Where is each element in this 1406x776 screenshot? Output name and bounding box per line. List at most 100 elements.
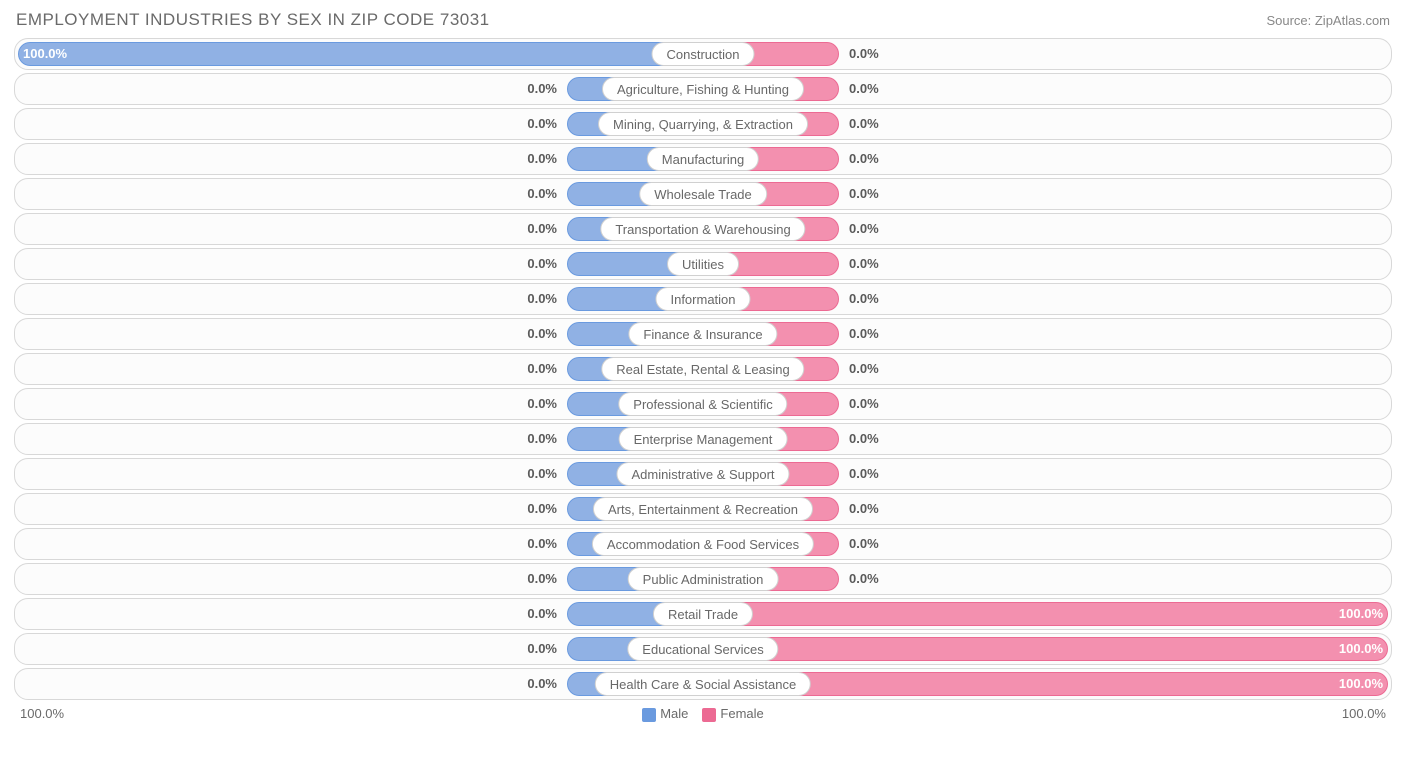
female-half: 0.0% xyxy=(703,424,1391,454)
female-value: 0.0% xyxy=(849,389,879,419)
female-value: 0.0% xyxy=(849,214,879,244)
category-label: Real Estate, Rental & Leasing xyxy=(601,357,804,381)
male-half: 0.0% xyxy=(15,249,703,279)
axis-label-right: 100.0% xyxy=(1342,706,1386,721)
male-value: 0.0% xyxy=(527,249,557,279)
female-value: 0.0% xyxy=(849,284,879,314)
female-value: 0.0% xyxy=(849,319,879,349)
category-label: Finance & Insurance xyxy=(628,322,777,346)
female-value: 0.0% xyxy=(849,424,879,454)
male-half: 0.0% xyxy=(15,599,703,629)
female-half: 0.0% xyxy=(703,144,1391,174)
chart-title: EMPLOYMENT INDUSTRIES BY SEX IN ZIP CODE… xyxy=(16,10,490,30)
male-value: 0.0% xyxy=(527,214,557,244)
chart-row: 0.0% 0.0% Mining, Quarrying, & Extraction xyxy=(14,108,1392,140)
category-label: Wholesale Trade xyxy=(639,182,767,206)
chart-header: EMPLOYMENT INDUSTRIES BY SEX IN ZIP CODE… xyxy=(14,10,1392,38)
female-half: 0.0% xyxy=(703,319,1391,349)
female-bar xyxy=(703,637,1388,661)
female-value: 0.0% xyxy=(849,529,879,559)
chart-row: 0.0%0.0%Administrative & Support xyxy=(14,458,1392,490)
category-label: Arts, Entertainment & Recreation xyxy=(593,497,813,521)
category-label: Information xyxy=(655,287,750,311)
chart-row: 0.0% 100.0% Educational Services xyxy=(14,633,1392,665)
male-half: 0.0% xyxy=(15,179,703,209)
female-value: 0.0% xyxy=(849,39,879,69)
female-value: 0.0% xyxy=(849,354,879,384)
female-value: 0.0% xyxy=(849,564,879,594)
axis-label-left: 100.0% xyxy=(20,706,64,721)
male-value: 0.0% xyxy=(527,389,557,419)
female-value: 0.0% xyxy=(849,109,879,139)
female-bar xyxy=(703,602,1388,626)
female-half: 0.0% xyxy=(703,249,1391,279)
chart-row: 0.0% 0.0% Public Administration xyxy=(14,563,1392,595)
male-value: 0.0% xyxy=(527,459,557,489)
male-value: 100.0% xyxy=(23,39,67,69)
legend-male: Male xyxy=(642,706,688,722)
female-half: 0.0% xyxy=(703,459,1391,489)
category-label: Administrative & Support xyxy=(616,462,789,486)
male-half: 0.0% xyxy=(15,74,703,104)
male-value: 0.0% xyxy=(527,354,557,384)
legend: Male Female xyxy=(642,706,764,722)
category-label: Retail Trade xyxy=(653,602,753,626)
male-value: 0.0% xyxy=(527,319,557,349)
female-half: 0.0% xyxy=(703,389,1391,419)
category-label: Educational Services xyxy=(627,637,778,661)
chart-row: 0.0%0.0%Manufacturing xyxy=(14,143,1392,175)
category-label: Professional & Scientific xyxy=(618,392,787,416)
female-value: 100.0% xyxy=(1339,669,1383,699)
male-half: 0.0% xyxy=(15,634,703,664)
male-value: 0.0% xyxy=(527,669,557,699)
male-half: 0.0% xyxy=(15,319,703,349)
male-value: 0.0% xyxy=(527,74,557,104)
chart-row: 0.0%0.0%Enterprise Management xyxy=(14,423,1392,455)
female-value: 100.0% xyxy=(1339,634,1383,664)
category-label: Construction xyxy=(652,42,755,66)
male-bar xyxy=(18,42,703,66)
category-label: Mining, Quarrying, & Extraction xyxy=(598,112,808,136)
chart-row: 100.0% 0.0% Construction xyxy=(14,38,1392,70)
category-label: Manufacturing xyxy=(647,147,759,171)
male-swatch xyxy=(642,708,656,722)
category-label: Utilities xyxy=(667,252,739,276)
male-half: 0.0% xyxy=(15,389,703,419)
female-value: 0.0% xyxy=(849,74,879,104)
male-half: 100.0% xyxy=(15,39,703,69)
male-value: 0.0% xyxy=(527,529,557,559)
female-swatch xyxy=(702,708,716,722)
category-label: Public Administration xyxy=(628,567,779,591)
male-half: 0.0% xyxy=(15,564,703,594)
chart-row: 0.0% 0.0% Finance & Insurance xyxy=(14,318,1392,350)
male-half: 0.0% xyxy=(15,459,703,489)
chart-row: 0.0% 0.0% Information xyxy=(14,283,1392,315)
female-half: 100.0% xyxy=(703,634,1391,664)
female-half: 0.0% xyxy=(703,354,1391,384)
male-value: 0.0% xyxy=(527,599,557,629)
female-half: 0.0% xyxy=(703,39,1391,69)
female-half: 100.0% xyxy=(703,599,1391,629)
male-value: 0.0% xyxy=(527,494,557,524)
chart-row: 0.0% 0.0% Arts, Entertainment & Recreation xyxy=(14,493,1392,525)
female-half: 0.0% xyxy=(703,214,1391,244)
male-value: 0.0% xyxy=(527,564,557,594)
female-half: 0.0% xyxy=(703,564,1391,594)
category-label: Transportation & Warehousing xyxy=(600,217,805,241)
chart-row: 0.0%100.0%Health Care & Social Assistanc… xyxy=(14,668,1392,700)
legend-female: Female xyxy=(702,706,763,722)
male-value: 0.0% xyxy=(527,284,557,314)
female-value: 0.0% xyxy=(849,494,879,524)
male-half: 0.0% xyxy=(15,424,703,454)
female-value: 0.0% xyxy=(849,179,879,209)
chart-row: 0.0%0.0%Accommodation & Food Services xyxy=(14,528,1392,560)
category-label: Agriculture, Fishing & Hunting xyxy=(602,77,804,101)
chart-row: 0.0% 0.0% Real Estate, Rental & Leasing xyxy=(14,353,1392,385)
male-value: 0.0% xyxy=(527,109,557,139)
chart-source: Source: ZipAtlas.com xyxy=(1266,13,1390,28)
chart-row: 0.0%0.0%Wholesale Trade xyxy=(14,178,1392,210)
female-half: 0.0% xyxy=(703,284,1391,314)
male-half: 0.0% xyxy=(15,354,703,384)
male-value: 0.0% xyxy=(527,144,557,174)
male-half: 0.0% xyxy=(15,144,703,174)
